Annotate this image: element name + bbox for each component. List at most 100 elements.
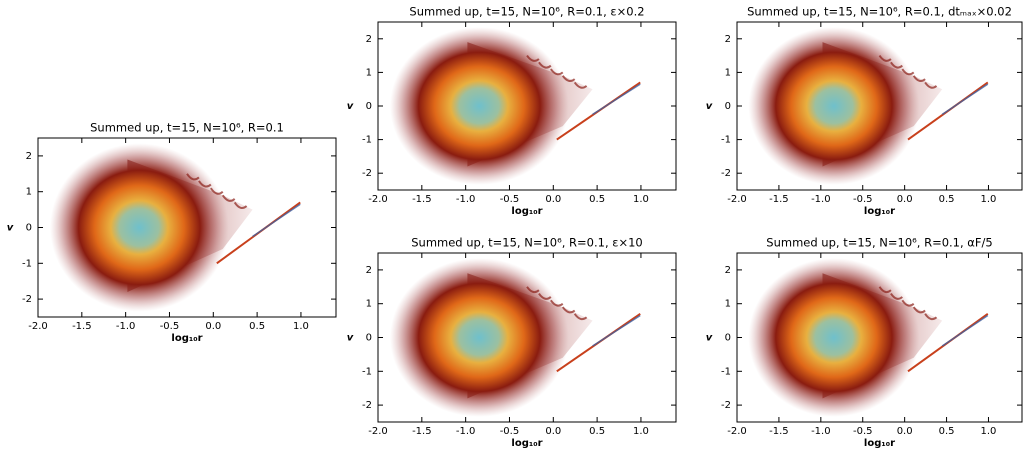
cloud-fold xyxy=(233,201,248,210)
y-tick-label: 1 xyxy=(26,187,32,198)
x-tick-label: -2.0 xyxy=(727,194,747,205)
cloud-halo xyxy=(748,27,920,185)
cloud-fold xyxy=(901,299,915,307)
panel: -2.0 -1.5 -1.0 -0.5 0.0 0.5 1.0 -2 -1 0 1 2 Summed u… xyxy=(7,121,337,344)
x-tick-label: -2.0 xyxy=(28,321,48,332)
cloud-fold xyxy=(912,306,926,314)
stream xyxy=(941,314,989,347)
panel: -2.0 -1.5 -1.0 -0.5 0.0 0.5 1.0 -2 -1 0 1 2 Summed u… xyxy=(706,5,1023,217)
x-tick-label: -1.5 xyxy=(769,426,789,437)
y-tick-label: 1 xyxy=(366,67,372,78)
x-tick-label: 0.0 xyxy=(545,426,561,437)
panel: -2.0 -1.5 -1.0 -0.5 0.0 0.5 1.0 -2 -1 0 1 2 Summed u… xyxy=(347,5,677,217)
x-tick-label: -1.5 xyxy=(72,321,92,332)
cloud-fold xyxy=(878,55,892,62)
stream xyxy=(941,83,989,116)
x-axis-label: log₁₀r xyxy=(864,438,895,449)
y-tick-label: -2 xyxy=(362,400,372,411)
cloud-fold xyxy=(186,173,200,181)
x-tick-label: 0.5 xyxy=(249,321,265,332)
cloud-fold xyxy=(550,68,564,76)
y-tick-label: 2 xyxy=(366,265,372,276)
x-tick-label: -0.5 xyxy=(500,194,520,205)
y-axis-label: v xyxy=(706,101,713,112)
y-tick-label: 0 xyxy=(366,101,372,112)
x-tick-label: -2.0 xyxy=(368,426,388,437)
y-tick-label: 0 xyxy=(725,101,731,112)
x-tick-label: -2.0 xyxy=(368,194,388,205)
y-tick-label: -2 xyxy=(22,294,32,305)
cloud-fold xyxy=(573,81,588,89)
stream xyxy=(252,203,301,238)
cloud-fold xyxy=(526,286,540,294)
cloud-fold xyxy=(550,299,564,307)
x-tick-label: 0.5 xyxy=(939,194,955,205)
y-tick-label: -1 xyxy=(22,258,32,269)
x-tick-label: -1.5 xyxy=(412,194,432,205)
cloud-fold xyxy=(890,292,903,300)
x-tick-label: -0.5 xyxy=(853,426,873,437)
cloud-fold xyxy=(573,313,588,321)
y-tick-label: 0 xyxy=(366,333,372,344)
x-tick-label: 1.0 xyxy=(633,426,649,437)
y-axis-label: v xyxy=(7,223,14,234)
y-tick-label: 0 xyxy=(725,333,731,344)
x-tick-label: -1.0 xyxy=(456,194,476,205)
y-axis-label: v xyxy=(347,101,354,112)
cloud-fold xyxy=(878,286,892,294)
density-cloud xyxy=(389,27,641,185)
stream xyxy=(592,83,641,116)
x-axis-label: log₁₀r xyxy=(511,438,542,449)
cloud-fold xyxy=(538,61,552,69)
x-tick-label: 1.0 xyxy=(981,426,997,437)
cloud-halo xyxy=(748,258,920,417)
cloud-fold xyxy=(538,292,552,300)
x-tick-label: 1.0 xyxy=(293,321,309,332)
y-tick-label: -2 xyxy=(721,400,731,411)
chart-title: Summed up, t=15, N=10⁶, R=0.1, ε×0.2 xyxy=(409,5,644,19)
y-tick-label: -2 xyxy=(362,168,372,179)
density-cloud xyxy=(49,143,301,312)
x-tick-label: -1.5 xyxy=(412,426,432,437)
y-tick-label: -1 xyxy=(721,135,731,146)
y-tick-label: -1 xyxy=(362,366,372,377)
panel: -2.0 -1.5 -1.0 -0.5 0.0 0.5 1.0 -2 -1 0 1 2 Summed u… xyxy=(706,236,1023,449)
y-tick-label: 2 xyxy=(725,265,731,276)
density-cloud xyxy=(748,27,989,185)
stream xyxy=(592,314,641,347)
y-tick-label: 1 xyxy=(725,299,731,310)
cloud-fold xyxy=(210,187,224,195)
cloud-fold xyxy=(198,180,212,188)
y-tick-label: 2 xyxy=(26,151,32,162)
x-tick-label: -0.5 xyxy=(853,194,873,205)
y-axis-label: v xyxy=(706,333,713,344)
x-tick-label: 0.5 xyxy=(589,426,605,437)
density-cloud xyxy=(748,258,989,417)
x-tick-label: 1.0 xyxy=(633,194,649,205)
x-tick-label: 0.5 xyxy=(939,426,955,437)
x-axis-label: log₁₀r xyxy=(864,206,895,217)
x-tick-label: 0.0 xyxy=(897,426,913,437)
cloud-halo xyxy=(49,143,229,312)
cloud-fold xyxy=(526,54,540,62)
cloud-halo xyxy=(389,27,569,185)
cloud-fold xyxy=(901,68,915,76)
x-tick-label: 1.0 xyxy=(981,194,997,205)
y-tick-label: -1 xyxy=(362,135,372,146)
x-axis-label: log₁₀r xyxy=(171,333,202,344)
chart-title: Summed up, t=15, N=10⁶, R=0.1, ε×10 xyxy=(411,236,643,250)
cloud-halo xyxy=(389,258,569,417)
y-tick-label: -2 xyxy=(721,168,731,179)
panel: -2.0 -1.5 -1.0 -0.5 0.0 0.5 1.0 -2 -1 0 1 2 Summed u… xyxy=(347,236,677,449)
y-tick-label: 2 xyxy=(366,34,372,45)
y-tick-label: 1 xyxy=(366,299,372,310)
x-tick-label: -1.0 xyxy=(456,426,476,437)
y-tick-label: 0 xyxy=(26,223,32,234)
x-tick-label: 0.0 xyxy=(545,194,561,205)
x-axis-label: log₁₀r xyxy=(511,206,542,217)
cloud-fold xyxy=(924,313,938,321)
chart-title: Summed up, t=15, N=10⁶, R=0.1, αF/5 xyxy=(766,236,992,250)
cloud-fold xyxy=(912,75,926,82)
x-tick-label: -0.5 xyxy=(160,321,180,332)
y-tick-label: 2 xyxy=(725,34,731,45)
